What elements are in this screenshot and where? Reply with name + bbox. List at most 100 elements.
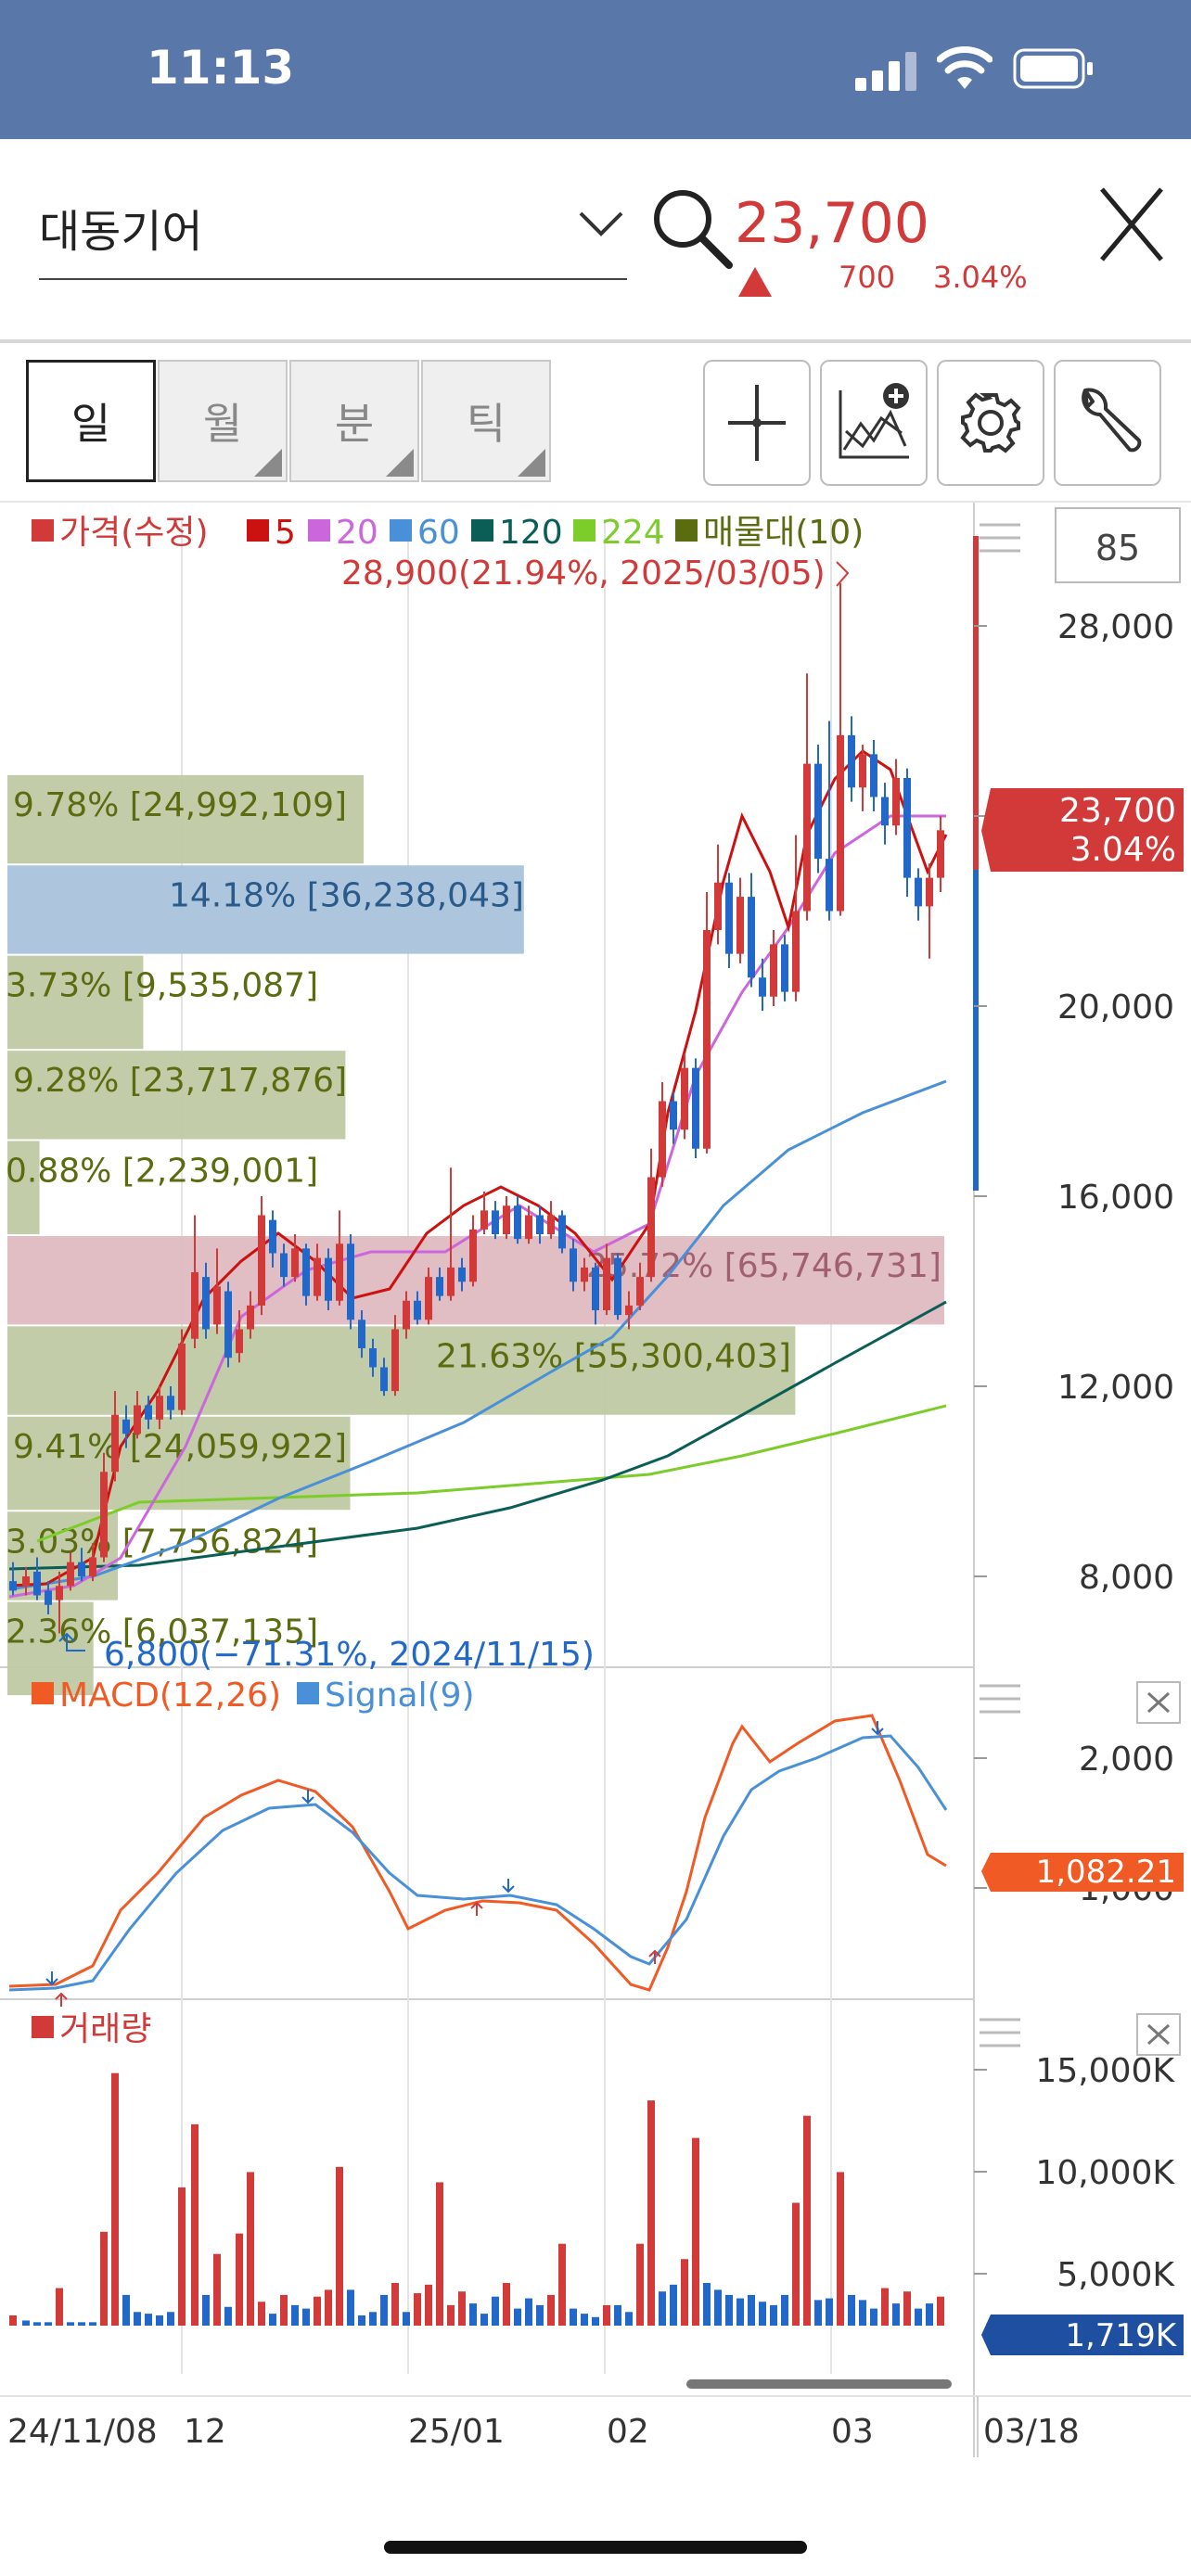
x-tick-label: 03	[831, 2413, 874, 2451]
x-tick-label: 12	[184, 2413, 226, 2451]
candle-body	[603, 1257, 610, 1310]
volume-profile-bar	[7, 774, 365, 864]
legend-swatch	[32, 2016, 54, 2038]
legend-swatch	[471, 519, 493, 542]
candle-body	[213, 1286, 221, 1325]
volume-bar	[100, 2231, 108, 2326]
candle-body	[391, 1329, 399, 1392]
chevron-down-icon[interactable]	[575, 204, 627, 241]
tab-day[interactable]: 일	[26, 360, 156, 482]
high-price-label: 28,900(21.94%, 2025/03/05)	[341, 555, 826, 593]
candle-body	[56, 1586, 63, 1600]
candle-body	[325, 1257, 332, 1301]
volume-panel-controls[interactable]	[980, 2013, 1181, 2056]
volume-tick-label: 5,000K	[1057, 2256, 1175, 2294]
add-indicator-icon	[839, 383, 909, 459]
candle-body	[514, 1205, 521, 1240]
volume-bar	[614, 2304, 621, 2326]
candle-count-box[interactable]: 85	[980, 507, 1181, 583]
candle-body	[67, 1562, 74, 1587]
volume-bar	[258, 2302, 265, 2326]
volume-bars	[9, 2072, 944, 2326]
candle-body	[826, 859, 833, 912]
macd-panel-controls[interactable]	[980, 1681, 1181, 1724]
signal-line	[8, 1734, 948, 1992]
wifi-icon	[937, 46, 992, 89]
volume-bar	[145, 2314, 152, 2326]
home-indicator[interactable]	[384, 2541, 807, 2554]
today-range-up	[973, 536, 979, 870]
search-icon[interactable]	[649, 185, 735, 271]
candle-body	[903, 778, 911, 878]
candle-body	[380, 1367, 388, 1392]
volume-profile-label: 3.03% [7,756,824]	[6, 1523, 318, 1561]
tab-month[interactable]: 월	[158, 360, 288, 482]
volume-tick-label: 15,000K	[1035, 2052, 1175, 2090]
volume-bar	[414, 2293, 421, 2326]
tab-tick[interactable]: 틱	[421, 360, 551, 482]
volume-bar	[892, 2303, 900, 2326]
volume-profile-label: 9.41% [24,059,922]	[13, 1428, 347, 1466]
tab-minute[interactable]: 분	[289, 360, 419, 482]
tab-day-label: 일	[70, 399, 111, 449]
candle-body	[625, 1305, 633, 1316]
search-header: 대동기어 23,700 700 3.04%	[0, 139, 1191, 343]
candle-body	[414, 1300, 421, 1320]
legend-label: 거래량	[59, 2010, 151, 2048]
candle-body	[636, 1277, 644, 1306]
volume-profile-label: 2.36% [6,037,135]	[6, 1613, 318, 1651]
price-change: 700	[839, 260, 896, 295]
volume-bar	[247, 2172, 254, 2326]
volume-profile-bar	[7, 1601, 94, 1696]
volume-bar	[926, 2303, 933, 2326]
candle-body	[759, 977, 766, 997]
volume-bar	[89, 2322, 96, 2326]
volume-bar	[380, 2294, 388, 2326]
chart-scrollbar[interactable]	[686, 2379, 952, 2389]
crosshair-button[interactable]	[703, 360, 811, 486]
volume-profile-label: 9.78% [24,992,109]	[13, 786, 347, 824]
add-indicator-button[interactable]	[820, 360, 928, 486]
volume-bar	[191, 2123, 198, 2326]
close-icon[interactable]	[1098, 185, 1165, 263]
volume-bar	[447, 2304, 455, 2326]
volume-bar	[514, 2308, 521, 2326]
tab-tick-label: 틱	[466, 399, 506, 449]
legend-swatch	[573, 519, 596, 542]
close-icon	[1146, 1691, 1171, 1714]
candle-body	[659, 1101, 666, 1178]
current-price-tag-pct: 3.04%	[1070, 831, 1176, 869]
settings-button[interactable]	[937, 360, 1044, 486]
period-tabs: 일 월 분 틱	[26, 360, 553, 486]
wrench-icon	[1082, 388, 1142, 453]
candle-body	[167, 1396, 174, 1410]
legend-swatch	[675, 519, 698, 542]
volume-bar	[78, 2322, 85, 2326]
x-axis: 24/11/08 12 25/01 02 03 03/18	[7, 2396, 1080, 2457]
volume-bar	[903, 2291, 911, 2326]
volume-bar	[814, 2300, 822, 2326]
stock-chart[interactable]: 9.78% [24,992,109] 14.18% [36,238,043] 3.7…	[0, 503, 1191, 2496]
volume-bar	[870, 2308, 877, 2326]
volume-bar	[692, 2137, 699, 2326]
legend-label: 매물대(10)	[703, 514, 864, 552]
candle-body	[547, 1215, 555, 1234]
stock-name-field[interactable]: 대동기어	[39, 206, 203, 258]
candle-body	[881, 797, 889, 826]
volume-bar	[670, 2284, 677, 2326]
candlesticks	[9, 582, 944, 1634]
tools-button[interactable]	[1054, 360, 1161, 486]
volume-bar	[492, 2296, 499, 2326]
candle-body	[714, 882, 722, 930]
legend-swatch	[390, 519, 412, 542]
volume-bar	[837, 2172, 844, 2326]
candle-body	[814, 763, 822, 860]
volume-bar	[178, 2187, 186, 2326]
volume-profile-bar	[7, 1141, 40, 1234]
legend-swatch	[247, 519, 269, 542]
volume-bar	[592, 2316, 599, 2326]
price-legend: 가격(수정) 5 20 60 120 224 매물대(10)	[32, 514, 864, 552]
volume-bar	[325, 2289, 332, 2326]
candle-body	[78, 1562, 85, 1576]
candle-body	[403, 1300, 410, 1330]
